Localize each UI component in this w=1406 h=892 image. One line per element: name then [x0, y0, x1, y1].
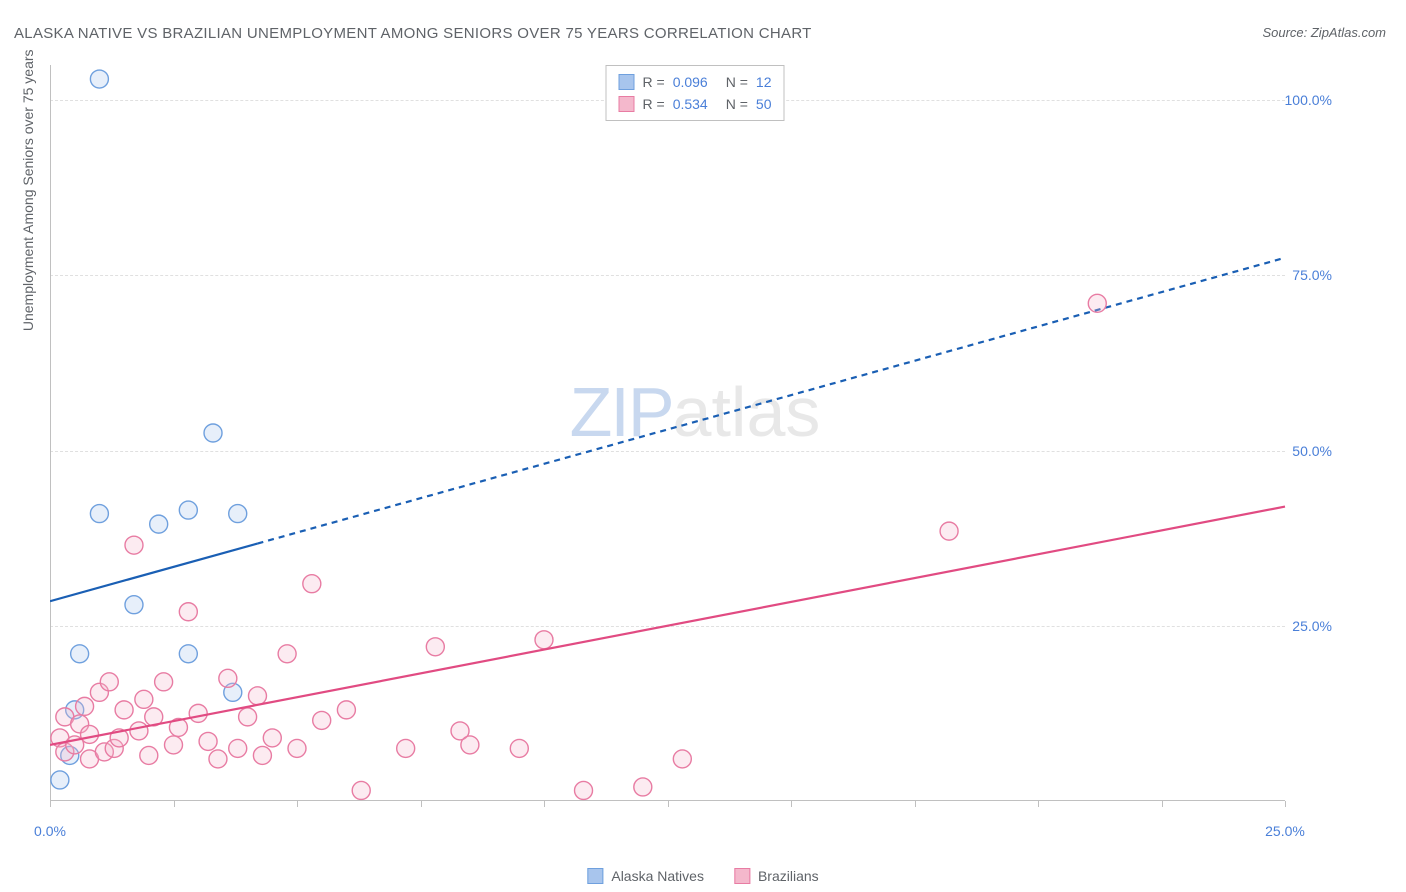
legend-swatch: [734, 868, 750, 884]
data-point-alaska: [204, 424, 222, 442]
data-point-brazilian: [189, 704, 207, 722]
data-point-brazilian: [248, 687, 266, 705]
data-point-brazilian: [278, 645, 296, 663]
legend-swatch: [619, 74, 635, 90]
data-point-brazilian: [179, 603, 197, 621]
data-point-alaska: [51, 771, 69, 789]
scatter-svg: [50, 65, 1340, 835]
data-point-brazilian: [426, 638, 444, 656]
y-tick-label: 75.0%: [1292, 267, 1332, 283]
legend-n-label: N =: [726, 93, 748, 115]
x-tick-mark: [174, 801, 175, 807]
source-label: Source: ZipAtlas.com: [1262, 25, 1386, 40]
data-point-brazilian: [130, 722, 148, 740]
trend-line-dashed-alaska: [257, 258, 1285, 544]
legend-swatch: [619, 96, 635, 112]
data-point-brazilian: [155, 673, 173, 691]
data-point-brazilian: [397, 739, 415, 757]
data-point-brazilian: [239, 708, 257, 726]
data-point-brazilian: [1088, 294, 1106, 312]
data-point-brazilian: [303, 575, 321, 593]
x-tick-mark: [668, 801, 669, 807]
y-axis-label: Unemployment Among Seniors over 75 years: [20, 49, 36, 331]
x-tick-mark: [50, 801, 51, 807]
data-point-brazilian: [575, 781, 593, 799]
data-point-brazilian: [115, 701, 133, 719]
x-tick-mark: [1162, 801, 1163, 807]
x-tick-mark: [1038, 801, 1039, 807]
y-tick-label: 50.0%: [1292, 443, 1332, 459]
data-point-brazilian: [634, 778, 652, 796]
data-point-brazilian: [510, 739, 528, 757]
legend-n-value: 50: [756, 93, 772, 115]
x-tick-mark: [297, 801, 298, 807]
data-point-brazilian: [253, 746, 271, 764]
x-tick-mark: [421, 801, 422, 807]
data-point-brazilian: [199, 732, 217, 750]
legend-r-value: 0.096: [673, 71, 708, 93]
chart-title: ALASKA NATIVE VS BRAZILIAN UNEMPLOYMENT …: [14, 25, 812, 42]
y-tick-label: 100.0%: [1285, 92, 1332, 108]
data-point-brazilian: [209, 750, 227, 768]
x-tick-mark: [791, 801, 792, 807]
data-point-alaska: [179, 645, 197, 663]
data-point-brazilian: [219, 669, 237, 687]
data-point-brazilian: [288, 739, 306, 757]
trend-line-alaska: [50, 544, 257, 602]
data-point-brazilian: [140, 746, 158, 764]
legend-n-label: N =: [726, 71, 748, 93]
data-point-brazilian: [352, 781, 370, 799]
data-point-alaska: [90, 505, 108, 523]
data-point-brazilian: [125, 536, 143, 554]
legend-item: Alaska Natives: [587, 868, 704, 884]
data-point-brazilian: [100, 673, 118, 691]
data-point-brazilian: [461, 736, 479, 754]
data-point-brazilian: [81, 725, 99, 743]
data-point-alaska: [71, 645, 89, 663]
x-tick-mark: [544, 801, 545, 807]
legend-r-value: 0.534: [673, 93, 708, 115]
data-point-brazilian: [263, 729, 281, 747]
legend-row: R = 0.096 N = 12: [619, 71, 772, 93]
legend-label: Alaska Natives: [611, 868, 704, 884]
data-point-alaska: [150, 515, 168, 533]
data-point-brazilian: [135, 690, 153, 708]
data-point-brazilian: [165, 736, 183, 754]
x-tick-mark: [915, 801, 916, 807]
data-point-brazilian: [337, 701, 355, 719]
x-tick-label: 25.0%: [1265, 823, 1305, 839]
data-point-alaska: [125, 596, 143, 614]
data-point-brazilian: [535, 631, 553, 649]
x-tick-label: 0.0%: [34, 823, 66, 839]
data-point-alaska: [90, 70, 108, 88]
data-point-brazilian: [229, 739, 247, 757]
legend-item: Brazilians: [734, 868, 819, 884]
data-point-brazilian: [313, 711, 331, 729]
correlation-legend: R = 0.096 N = 12 R = 0.534 N = 50: [606, 65, 785, 121]
x-tick-mark: [1285, 801, 1286, 807]
series-legend: Alaska Natives Brazilians: [587, 868, 818, 884]
legend-label: Brazilians: [758, 868, 819, 884]
legend-r-label: R =: [643, 71, 665, 93]
legend-n-value: 12: [756, 71, 772, 93]
plot-area: ZIPatlas R = 0.096 N = 12 R = 0.534 N = …: [50, 65, 1340, 835]
legend-swatch: [587, 868, 603, 884]
y-tick-label: 25.0%: [1292, 618, 1332, 634]
legend-row: R = 0.534 N = 50: [619, 93, 772, 115]
trend-line-brazilian: [50, 507, 1285, 745]
data-point-brazilian: [940, 522, 958, 540]
legend-r-label: R =: [643, 93, 665, 115]
data-point-alaska: [229, 505, 247, 523]
data-point-brazilian: [673, 750, 691, 768]
chart-container: ALASKA NATIVE VS BRAZILIAN UNEMPLOYMENT …: [0, 0, 1406, 892]
data-point-brazilian: [76, 697, 94, 715]
data-point-alaska: [179, 501, 197, 519]
